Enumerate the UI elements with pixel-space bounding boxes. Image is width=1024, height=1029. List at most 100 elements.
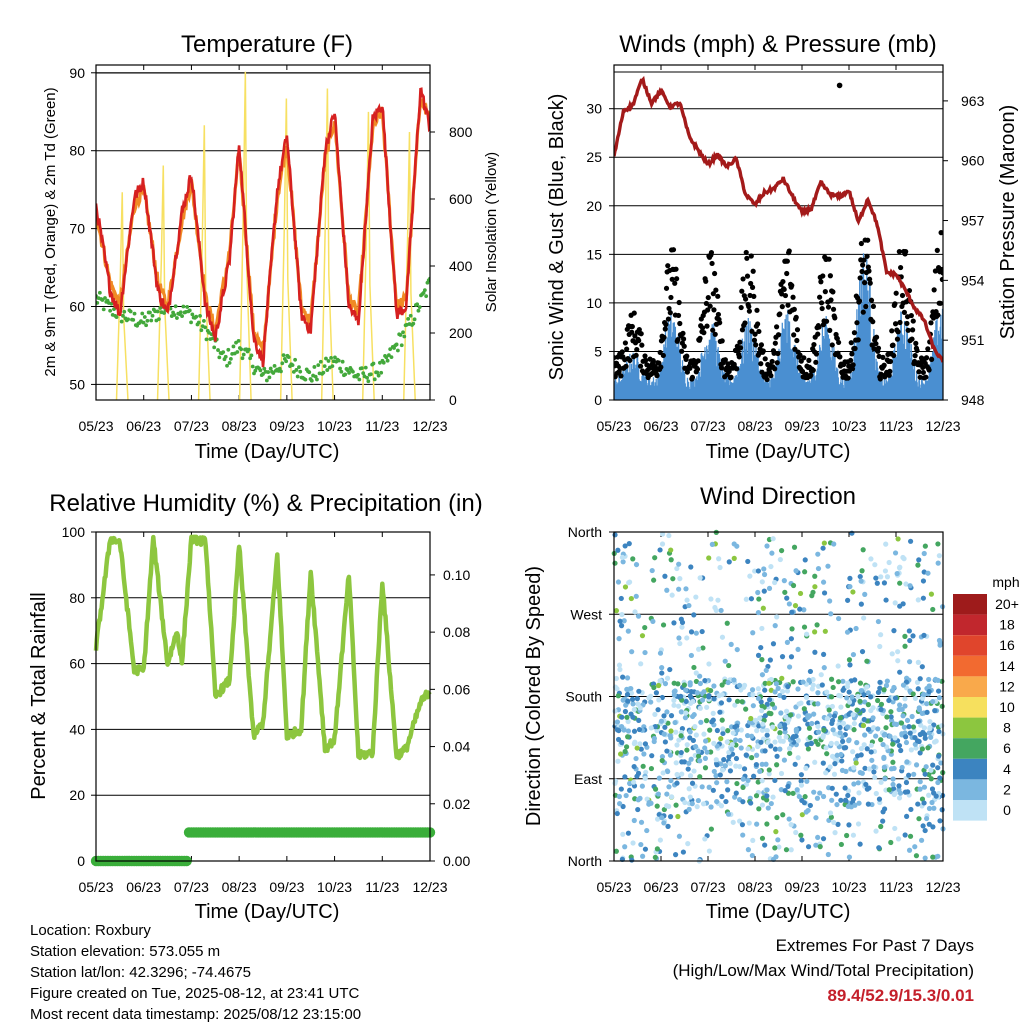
wind-direction-point [892,825,898,832]
wind-direction-point [796,793,802,800]
wind-direction-point [662,724,668,730]
dewpoint-point [408,313,413,318]
dewpoint-point [240,356,245,361]
winds-y-tick-label: 30 [586,101,602,117]
dewpoint-point [361,371,366,376]
wind-direction-point [784,688,791,694]
wind-direction-point [837,715,844,721]
humidity-series [90,534,436,867]
wind-direction-point [864,786,870,792]
info-latlon: Station lat/lon: 42.3296; -74.4675 [30,964,252,981]
wind-direction-point [876,796,883,802]
dewpoint-point [272,364,277,368]
dewpoint-point [145,318,150,323]
wind-direction-point [846,737,852,743]
gust-point [711,270,718,277]
wind-direction-point [896,783,902,789]
gust-point [634,346,640,353]
temperature-x-tick-label: 05/23 [78,418,113,434]
wind-direction-point [937,775,943,781]
temperature-x-tick-label: 09/23 [269,418,304,434]
wind-direction-point [857,680,864,686]
wind-direction-point [920,595,926,601]
wind-direction-point [791,544,798,550]
dewpoint-point [212,345,217,350]
dewpoint-point [411,321,416,326]
gust-point [684,353,690,359]
wind-direction-point [640,853,646,859]
extremes-values: 89.4/52.9/15.3/0.01 [827,986,974,1005]
wind-direction-point [824,751,830,757]
wind-direction-point [696,646,702,652]
wind-direction-x-tick-label: 10/23 [831,879,866,895]
wind-direction-point [719,793,725,800]
wind-direction-point [773,854,779,860]
dewpoint-point [284,359,289,364]
gust-point [909,336,915,342]
dewpoint-point [294,368,299,372]
wind-direction-point [656,697,662,703]
wind-direction-point [890,776,896,782]
dewpoint-point [227,361,232,365]
wind-direction-point [754,821,760,827]
dewpoint-point [379,370,384,375]
wind-direction-point [902,643,908,649]
winds-plot-frame [613,64,944,401]
wind-direction-point [813,815,819,821]
wind-direction-point [822,628,828,634]
dewpoint-point [204,337,209,342]
wind-direction-point [853,625,859,632]
wind-direction-point [644,827,650,834]
wind-direction-point [916,816,922,822]
wind-direction-point [758,739,764,745]
wind-direction-point [685,766,691,772]
gust-point [674,276,680,282]
wind-direction-point [815,701,821,707]
wind-direction-x-tick-label: 05/23 [596,879,631,895]
wind-direction-point [903,581,909,587]
gust-point [750,268,756,274]
wind-direction-point [927,719,933,725]
gust-point [823,318,830,324]
wind-direction-x-tick-label: 11/23 [879,879,913,895]
wind-direction-point [636,717,642,724]
wind-direction-point [737,818,743,824]
wind-direction-point [878,737,884,743]
wind-direction-point [797,590,804,597]
gust-point [694,366,701,372]
gust-point [893,290,899,296]
wind-direction-point [858,601,864,607]
gust-point [738,304,744,311]
dewpoint-point [369,372,373,377]
wind-direction-point [679,759,685,765]
wind-direction-series [611,529,946,864]
wind-direction-point [824,715,830,722]
wind-direction-point [697,758,703,764]
dewpoint-point [372,377,377,382]
wind-direction-point [768,711,774,717]
wind-direction-point [738,745,744,751]
wind-direction-point [930,762,936,768]
wind-direction-point [759,802,766,808]
wind-direction-point [911,771,917,777]
wind-direction-point [724,620,730,626]
wind-direction-point [907,538,914,544]
dewpoint-point [114,315,119,320]
wind-direction-point [622,584,629,590]
wind-direction-point [734,780,740,787]
wind-direction-point [892,550,899,556]
dewpoint-point [132,311,137,316]
gust-point [916,369,922,375]
wind-direction-point [919,710,925,717]
gust-point [837,354,843,360]
wind-direction-point [900,601,906,607]
wind-direction-point [878,707,884,713]
wind-direction-point [802,794,808,800]
wind-direction-point [903,739,910,746]
wind-direction-point [749,687,756,693]
gust-point [870,319,876,325]
gust-point [697,335,703,341]
humidity-plot-frame [95,531,431,862]
wind-direction-point [635,797,641,803]
solar-y-tick-label: 600 [449,191,473,207]
